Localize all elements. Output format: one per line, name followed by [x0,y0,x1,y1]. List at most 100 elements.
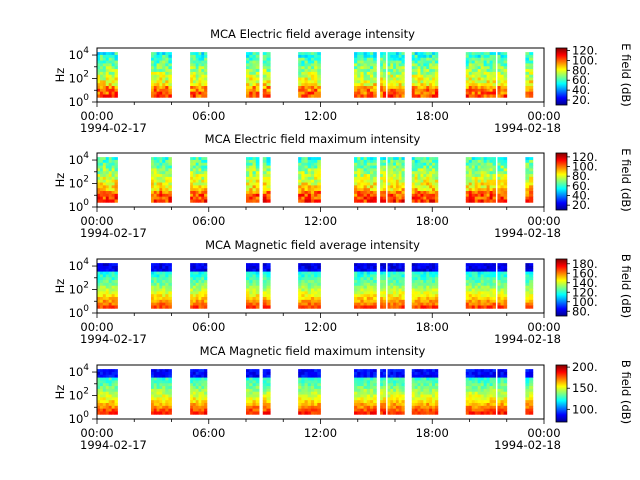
heatmap-cell [423,193,427,198]
heatmap-cell [195,199,199,203]
heatmap-cell [387,54,391,59]
heatmap-cell [114,268,118,272]
heatmap-cell [153,400,157,404]
heatmap-cell [373,162,377,166]
heatmap-cell [471,88,476,93]
heatmap-cell [382,199,387,203]
heatmap-cell [390,86,394,90]
heatmap-cell [500,386,505,390]
heatmap-cell [492,165,496,169]
heatmap-cell [395,182,400,186]
heatmap-cell [105,263,110,267]
heatmap-cell [360,199,364,203]
heatmap-cell [162,383,166,387]
heatmap-cell [246,285,250,289]
heatmap-cell [426,196,430,200]
heatmap-cell [153,185,157,189]
heatmap-cell [317,288,321,292]
heatmap-cell [525,297,530,301]
heatmap-cell [529,294,534,298]
heatmap-cell [314,168,318,172]
heatmap-cell [497,288,501,292]
heatmap-cell [529,182,534,186]
heatmap-cell [201,377,205,381]
heatmap-cell [153,191,157,195]
heatmap-cell [153,193,157,198]
heatmap-cell [363,263,368,267]
heatmap-cell [195,52,199,56]
heatmap-cell [190,280,194,284]
heatmap-cell [204,168,208,172]
heatmap-cell [380,280,384,284]
heatmap-cell [97,268,101,272]
heatmap-cell [429,162,433,166]
heatmap-cell [317,74,321,78]
heatmap-cell [465,297,470,301]
heatmap-cell [262,71,267,76]
heatmap-cell [262,294,267,298]
heatmap-cell [190,369,194,373]
heatmap-cell [420,182,424,186]
heatmap-cell [390,271,394,275]
heatmap-cell [266,305,271,309]
heatmap-cell [471,168,476,172]
heatmap-cell [429,411,433,415]
heatmap-cell [162,182,166,186]
heatmap-cell [468,80,473,84]
heatmap-cell [432,299,436,304]
heatmap-cell [429,179,433,183]
heatmap-cell [465,74,470,78]
heatmap-cell [420,193,424,198]
heatmap-cell [108,69,113,73]
heatmap-cell [369,88,374,93]
heatmap-cell [492,394,496,398]
heatmap-cell [165,199,169,203]
heatmap-cell [105,182,110,186]
heatmap-cell [432,57,436,61]
heatmap-cell [401,77,405,81]
heatmap-cell [429,271,433,275]
heatmap-cell [114,391,118,395]
heatmap-cell [486,294,491,298]
heatmap-cell [401,394,405,398]
heatmap-cell [417,391,421,395]
heatmap-cell [393,188,397,192]
heatmap-cell [500,80,505,84]
heatmap-cell [414,196,418,200]
heatmap-cell [483,52,488,56]
heatmap-cell [114,157,118,161]
heatmap-cell [480,69,485,73]
heatmap-cell [153,285,157,289]
heatmap-cell [266,159,271,164]
heatmap-cell [314,305,318,309]
heatmap-cell [529,193,534,198]
heatmap-cell [249,193,253,198]
heatmap-cell [246,391,250,395]
heatmap-cell [477,285,482,289]
heatmap-cell [111,69,115,73]
heatmap-cell [423,274,427,278]
heatmap-cell [252,60,257,64]
heatmap-cell [195,193,199,198]
heatmap-cell [500,88,505,93]
heatmap-cell [500,411,505,415]
heatmap-cell [111,52,115,56]
heatmap-cell [489,302,493,306]
heatmap-cell [159,369,163,373]
heatmap-cell [390,191,394,195]
heatmap-cell [310,174,315,178]
heatmap-cell [307,94,312,98]
heatmap-cell [434,63,439,67]
heatmap-cell [97,162,101,166]
heatmap-cell [420,162,424,166]
heatmap-cell [432,371,436,376]
heatmap-cell [162,54,166,59]
heatmap-cell [168,188,172,192]
heatmap-cell [204,400,208,404]
heatmap-cell [165,88,169,93]
heatmap-cell [301,191,305,195]
heatmap-cell [414,168,418,172]
heatmap-cell [398,83,402,87]
heatmap-cell [465,168,470,172]
